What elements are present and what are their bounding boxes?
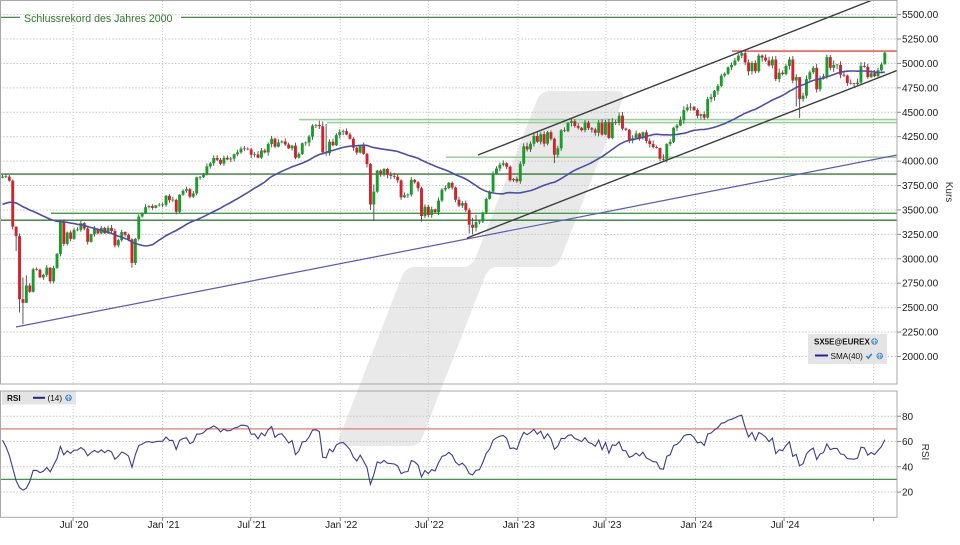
svg-text:3250.00: 3250.00 — [902, 230, 939, 241]
svg-text:20: 20 — [902, 488, 914, 499]
svg-text:4250.00: 4250.00 — [902, 132, 939, 143]
svg-text:2500.00: 2500.00 — [902, 303, 939, 314]
svg-text:Jul ’20: Jul ’20 — [60, 520, 89, 531]
svg-text:Jul ’21: Jul ’21 — [237, 520, 266, 531]
svg-text:80: 80 — [902, 412, 914, 423]
svg-text:4750.00: 4750.00 — [902, 83, 939, 94]
svg-text:Jan ’22: Jan ’22 — [325, 520, 358, 531]
svg-text:(14): (14) — [48, 394, 63, 403]
svg-text:3500.00: 3500.00 — [902, 205, 939, 216]
svg-text:2250.00: 2250.00 — [902, 328, 939, 339]
svg-text:2000.00: 2000.00 — [902, 352, 939, 363]
svg-text:5250.00: 5250.00 — [902, 35, 939, 46]
svg-text:Jan ’23: Jan ’23 — [503, 520, 536, 531]
svg-text:60: 60 — [902, 437, 914, 448]
svg-text:4500.00: 4500.00 — [902, 108, 939, 119]
svg-text:Kurs: Kurs — [943, 182, 954, 203]
svg-text:3000.00: 3000.00 — [902, 254, 939, 265]
svg-text:SX5E@EUREX: SX5E@EUREX — [814, 338, 870, 347]
svg-text:Schlussrekord des Jahres 2000: Schlussrekord des Jahres 2000 — [24, 13, 173, 25]
svg-text:RSI: RSI — [919, 444, 930, 461]
svg-text:4000.00: 4000.00 — [902, 157, 939, 168]
svg-text:5500.00: 5500.00 — [902, 10, 939, 21]
svg-text:5000.00: 5000.00 — [902, 59, 939, 70]
svg-text:RSI: RSI — [7, 394, 21, 403]
svg-text:40: 40 — [902, 462, 914, 473]
svg-text:3750.00: 3750.00 — [902, 181, 939, 192]
svg-text:Jan ’24: Jan ’24 — [680, 520, 713, 531]
svg-text:Jul ’24: Jul ’24 — [771, 520, 800, 531]
svg-text:2750.00: 2750.00 — [902, 279, 939, 290]
svg-text:Jul ’23: Jul ’23 — [592, 520, 621, 531]
svg-text:SMA(40): SMA(40) — [831, 352, 864, 361]
svg-text:Jul ’22: Jul ’22 — [415, 520, 444, 531]
svg-text:Jan ’21: Jan ’21 — [147, 520, 180, 531]
